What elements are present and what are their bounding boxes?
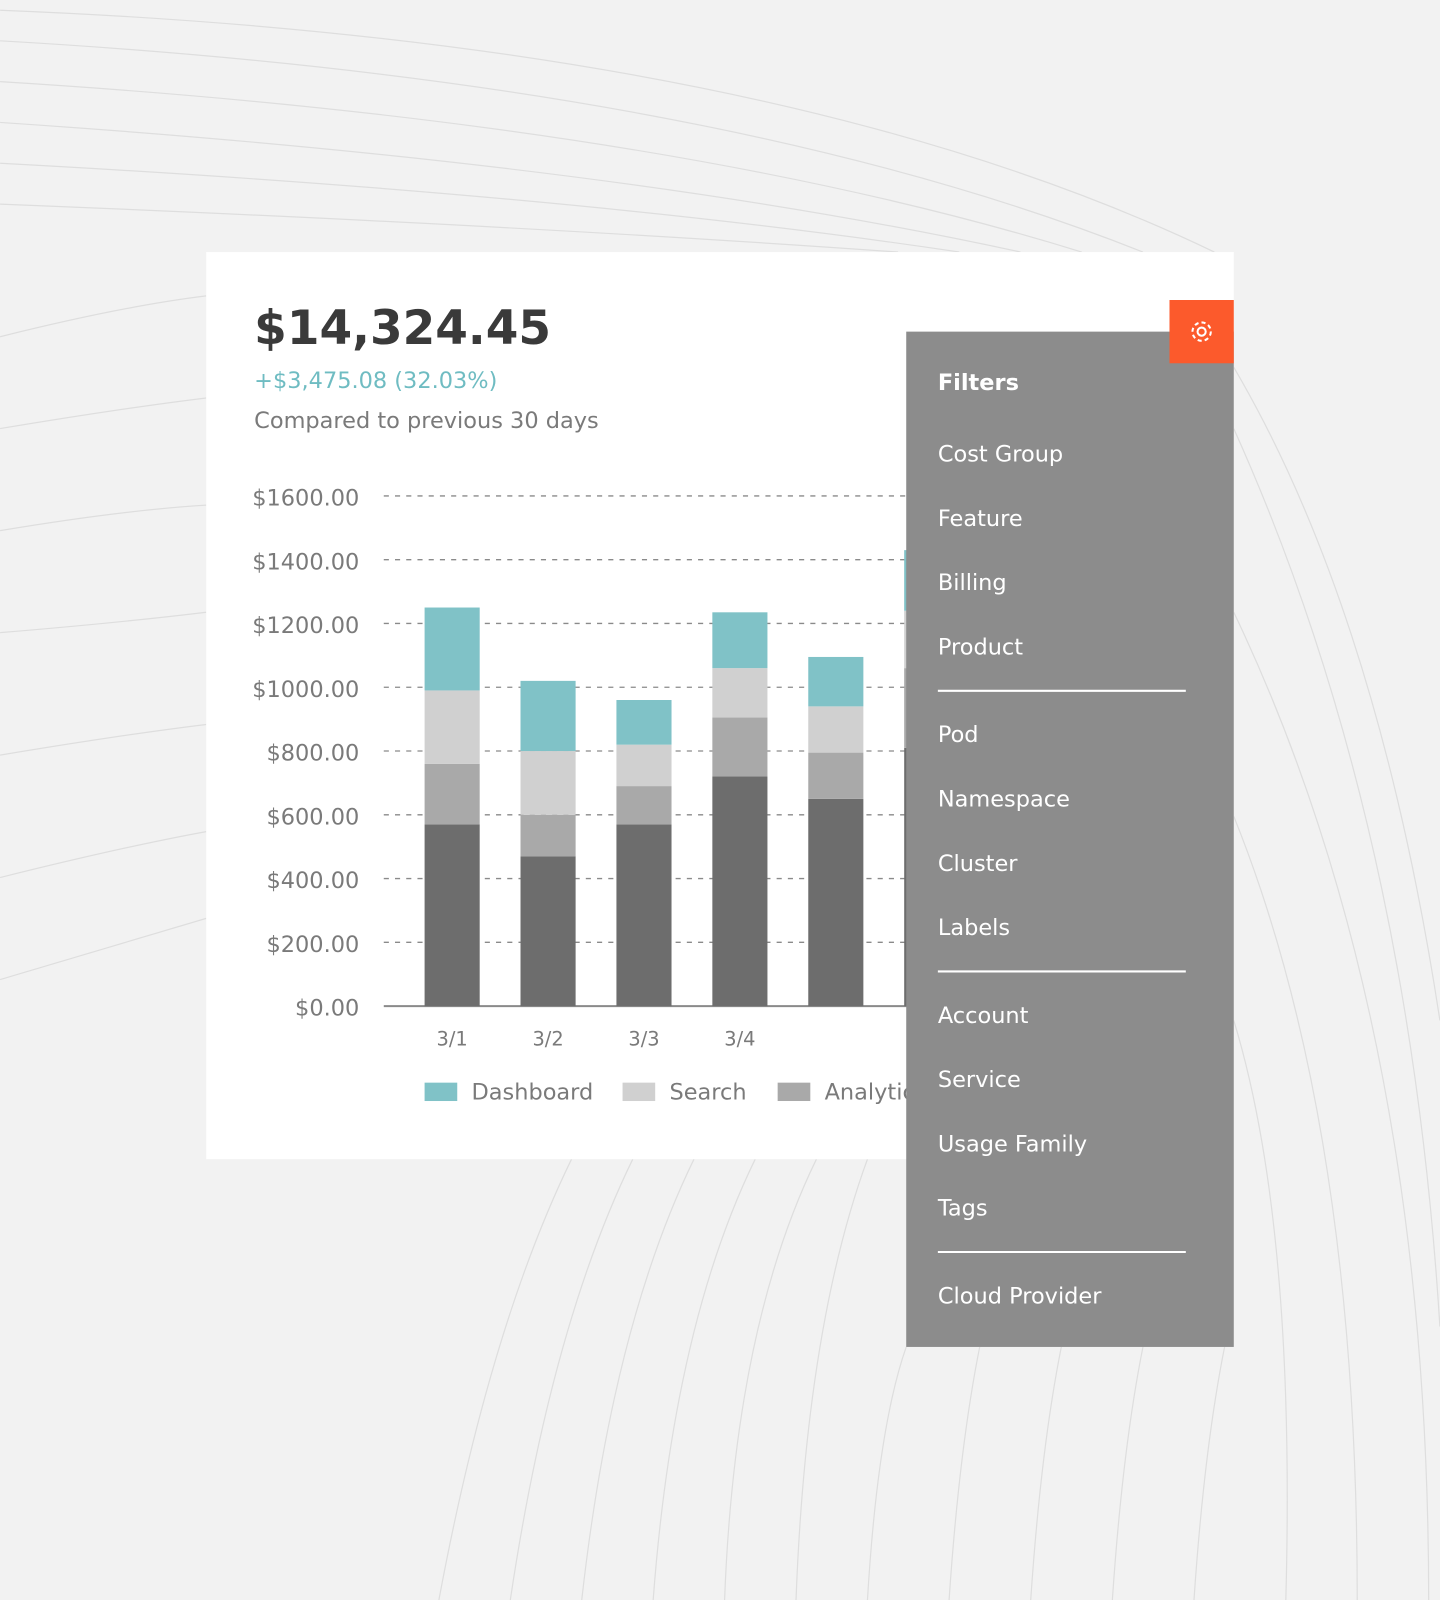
bar-segment [712, 776, 768, 1007]
y-tick-label: $1400.00 [252, 549, 359, 575]
change: +$3,475.08 (32.03%) [254, 368, 497, 394]
bar-segment [712, 717, 768, 777]
settings-button[interactable] [1169, 300, 1234, 364]
gear-hub [1196, 326, 1207, 337]
bar-segment [424, 824, 480, 1007]
bar-segment [616, 744, 672, 787]
y-tick-label: $200.00 [266, 932, 359, 958]
y-tick-label: $600.00 [266, 804, 359, 830]
comparison: Compared to previous 30 days [254, 408, 599, 434]
menu-item[interactable]: Cluster [938, 851, 1018, 877]
bar-segment [616, 700, 672, 745]
legend-swatch [622, 1082, 656, 1102]
menu-item[interactable]: Feature [938, 506, 1023, 532]
bar-segment [616, 824, 672, 1007]
y-tick-label: $800.00 [266, 741, 359, 767]
menu-item[interactable]: Account [938, 1003, 1029, 1029]
legend-label: Dashboard [472, 1079, 594, 1105]
menu-item[interactable]: Pod [938, 722, 979, 748]
bar-segment [808, 706, 864, 753]
bar-segment [520, 856, 576, 1007]
menu-item[interactable]: Tags [937, 1196, 988, 1222]
menu-title: Filters [938, 370, 1019, 396]
y-tick-label: $1600.00 [252, 485, 359, 511]
y-tick-label: $1000.00 [252, 677, 359, 703]
y-tick-label: $0.00 [295, 996, 359, 1022]
legend-label: Search [669, 1079, 746, 1105]
menu-item[interactable]: Billing [938, 570, 1007, 596]
legend-swatch [777, 1082, 811, 1102]
bar-segment [520, 814, 576, 857]
x-tick-label: 3/2 [532, 1027, 563, 1050]
bar-segment [520, 680, 576, 752]
bar-segment [616, 786, 672, 825]
bar-segment [712, 668, 768, 718]
menu-item[interactable]: Product [938, 634, 1023, 660]
menu-item[interactable]: Service [938, 1067, 1021, 1093]
menu-item[interactable]: Usage Family [938, 1131, 1087, 1157]
bar-segment [424, 690, 480, 764]
bar-segment [520, 751, 576, 815]
menu-item[interactable]: Labels [938, 915, 1010, 941]
x-tick-label: 3/4 [724, 1027, 755, 1050]
bar-segment [808, 656, 864, 707]
y-tick-label: $1200.00 [252, 613, 359, 639]
menu-item[interactable]: Cost Group [938, 442, 1063, 468]
gear-teeth [1191, 321, 1212, 342]
filter-menu: Filters Cost Group Feature Billing Product P… [906, 331, 1234, 1347]
menu-item[interactable]: Cloud Provider [938, 1283, 1102, 1309]
x-tick-label: 3/1 [437, 1027, 468, 1050]
bar-segment [808, 752, 864, 799]
legend-swatch [424, 1082, 458, 1102]
y-tick-label: $400.00 [266, 868, 359, 894]
menu-panel [906, 331, 1234, 1347]
menu-item[interactable]: Namespace [938, 787, 1070, 813]
bar-segment [808, 798, 864, 1007]
bar-segment [424, 607, 480, 691]
bar-segment [424, 763, 480, 825]
background-arcs [0, 9, 1440, 1600]
total: $14,324.45 [254, 301, 551, 356]
x-tick-label: 3/3 [628, 1027, 659, 1050]
settings-bg[interactable] [1169, 300, 1234, 364]
bar-segment [712, 612, 768, 669]
